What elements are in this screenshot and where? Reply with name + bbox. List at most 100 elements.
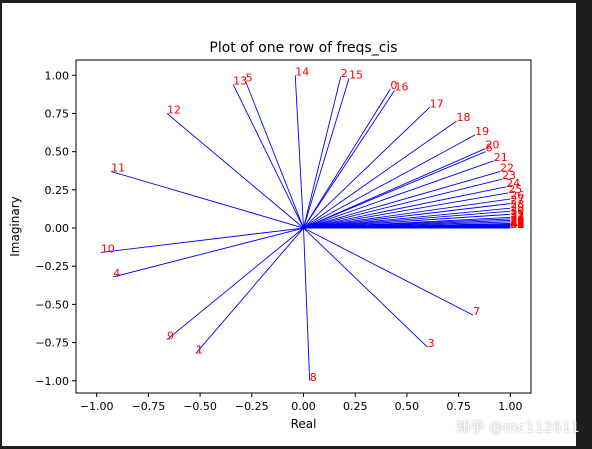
point-label-52: 52 (510, 218, 524, 231)
point-label-18: 18 (457, 111, 471, 124)
vector-line-21 (303, 160, 494, 229)
point-label-53: 53 (510, 218, 524, 231)
vector-line-5 (245, 81, 304, 229)
point-label-62: 62 (510, 218, 524, 231)
point-label-33: 33 (510, 210, 524, 223)
vector-line-1 (195, 227, 304, 354)
figure-canvas: 0 1 2 3 4 5 7 8 9 10 11 12 13 14 15 16 17 18 19 20 6 21 22 23 24… (2, 3, 576, 446)
y-tick-label: −0.50 (35, 298, 69, 311)
point-label-47: 47 (510, 218, 524, 231)
point-label-24: 24 (506, 177, 520, 190)
point-label-9: 9 (167, 330, 174, 343)
point-label-27: 27 (510, 194, 524, 207)
point-label-43: 43 (510, 217, 524, 230)
point-label-23: 23 (502, 169, 516, 182)
point-label-39: 39 (510, 216, 524, 229)
point-label-21: 21 (494, 151, 508, 164)
y-axis-label: Imaginary (8, 196, 22, 257)
y-tick-label: 0.25 (45, 184, 70, 197)
vector-line-9 (166, 227, 304, 340)
x-tick-label: 0.75 (446, 400, 471, 413)
point-label-13: 13 (233, 74, 247, 87)
vector-line-30 (303, 213, 511, 229)
point-label-54: 54 (510, 218, 524, 231)
point-label-12: 12 (167, 103, 181, 116)
point-label-35: 35 (510, 213, 524, 226)
point-label-36: 36 (510, 214, 524, 227)
point-label-4: 4 (113, 267, 120, 280)
vector-line-24 (303, 186, 507, 229)
point-label-29: 29 (510, 201, 524, 214)
x-tick-label: −1.00 (80, 400, 114, 413)
y-tick-label: −1.00 (35, 375, 69, 388)
vector-line-28 (303, 207, 511, 229)
vector-line-0 (303, 88, 391, 229)
point-label-31: 31 (510, 207, 524, 220)
point-label-11: 11 (111, 162, 125, 175)
vector-line-7 (303, 227, 474, 316)
point-label-8: 8 (310, 371, 317, 384)
x-tick-label: −0.50 (183, 400, 217, 413)
vector-line-13 (232, 84, 304, 229)
vector-line-23 (303, 178, 503, 229)
vector-line-19 (303, 134, 476, 229)
chart-title: Plot of one row of freqs_cis (209, 40, 397, 56)
point-label-6: 6 (486, 142, 493, 155)
point-label-14: 14 (295, 65, 309, 78)
vector-line-22 (303, 171, 501, 229)
vector-line-25 (303, 192, 509, 229)
point-label-1: 1 (196, 343, 203, 356)
point-label-42: 42 (510, 217, 524, 230)
point-label-28: 28 (510, 198, 524, 211)
point-label-61: 61 (510, 218, 524, 231)
point-label-25: 25 (508, 183, 522, 196)
vector-line-2 (303, 76, 342, 229)
point-label-48: 48 (510, 218, 524, 231)
vector-line-15 (303, 78, 350, 229)
point-label-15: 15 (349, 68, 363, 81)
point-label-22: 22 (500, 162, 514, 175)
y-tick-label: 0.75 (45, 107, 70, 120)
point-label-57: 57 (510, 218, 524, 231)
point-label-37: 37 (510, 215, 524, 228)
y-tick-label: 1.00 (45, 69, 70, 82)
vector-lines (100, 75, 511, 381)
point-label-17: 17 (430, 97, 444, 110)
x-tick-label: 1.00 (498, 400, 523, 413)
vector-line-4 (113, 227, 304, 278)
x-axis-ticks: −1.00 −0.75 −0.50 −0.25 0.00 0.25 0.50 0.75 1.00 (80, 393, 523, 413)
vector-line-6 (303, 151, 486, 229)
vector-line-20 (303, 148, 486, 229)
x-tick-label: −0.25 (235, 400, 269, 413)
y-tick-label: 0.50 (45, 146, 70, 159)
point-label-10: 10 (101, 242, 115, 255)
y-tick-label: −0.75 (35, 337, 69, 350)
x-tick-label: 0.25 (343, 400, 368, 413)
x-tick-label: 0.50 (395, 400, 420, 413)
point-label-56: 56 (510, 218, 524, 231)
point-label-5: 5 (246, 71, 253, 84)
watermark-text: 知乎 @mc112611 (456, 420, 580, 436)
point-label-26: 26 (510, 189, 524, 202)
vector-line-27 (303, 203, 511, 229)
point-label-7: 7 (473, 305, 480, 318)
vector-line-14 (294, 75, 304, 229)
x-tick-label: 0.00 (291, 400, 316, 413)
point-label-59: 59 (510, 218, 524, 231)
x-tick-label: −0.75 (132, 400, 166, 413)
point-label-58: 58 (510, 218, 524, 231)
point-label-30: 30 (510, 204, 524, 217)
point-label-60: 60 (510, 218, 524, 231)
point-label-19: 19 (475, 125, 489, 138)
point-label-46: 46 (510, 218, 524, 231)
vector-line-26 (303, 198, 511, 229)
vector-line-17 (303, 107, 430, 229)
vector-line-29 (303, 210, 511, 229)
vector-line-16 (303, 90, 395, 229)
vector-line-3 (303, 227, 428, 348)
point-label-16: 16 (395, 81, 409, 94)
vector-line-12 (166, 113, 304, 229)
vector-line-10 (100, 227, 304, 253)
